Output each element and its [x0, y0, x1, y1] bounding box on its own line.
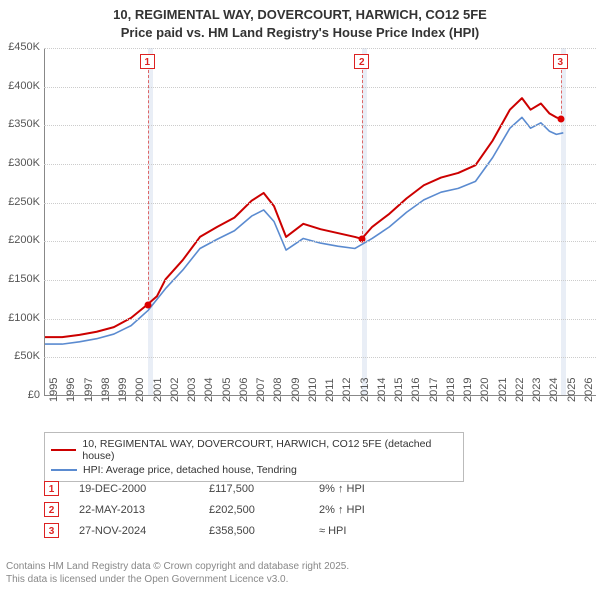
sale-row-delta: ≈ HPI [319, 525, 439, 537]
x-tick-label: 2026 [583, 378, 600, 402]
sale-marker-line [561, 70, 562, 119]
y-tick-label: £150K [0, 273, 40, 285]
gridline-h [44, 203, 596, 204]
y-tick-label: £350K [0, 118, 40, 130]
sale-row-price: £358,500 [209, 525, 299, 537]
sale-row-marker: 1 [44, 481, 59, 496]
y-tick-label: £0 [0, 389, 40, 401]
series-line [45, 98, 563, 337]
legend-swatch [51, 449, 76, 451]
legend-label: HPI: Average price, detached house, Tend… [83, 464, 297, 476]
gridline-h [44, 280, 596, 281]
footer-line-1: Contains HM Land Registry data © Crown c… [6, 560, 349, 573]
legend-swatch [51, 469, 77, 471]
title-block: 10, REGIMENTAL WAY, DOVERCOURT, HARWICH,… [0, 0, 600, 43]
title-line-1: 10, REGIMENTAL WAY, DOVERCOURT, HARWICH,… [0, 6, 600, 24]
footer-attribution: Contains HM Land Registry data © Crown c… [6, 560, 349, 586]
chart-container: 10, REGIMENTAL WAY, DOVERCOURT, HARWICH,… [0, 0, 600, 590]
sale-row-price: £202,500 [209, 504, 299, 516]
y-tick-label: £250K [0, 196, 40, 208]
y-tick-label: £50K [0, 350, 40, 362]
gridline-h [44, 319, 596, 320]
sale-row-date: 19-DEC-2000 [79, 483, 189, 495]
sale-marker-dot [557, 115, 564, 122]
sale-marker-box: 3 [553, 54, 568, 69]
sale-row-price: £117,500 [209, 483, 299, 495]
plot-region: 1 2 3 [44, 48, 596, 396]
sale-row-marker: 2 [44, 502, 59, 517]
sale-row: 2 22-MAY-2013 £202,500 2% ↑ HPI [44, 499, 564, 520]
gridline-h [44, 87, 596, 88]
title-line-2: Price paid vs. HM Land Registry's House … [0, 24, 600, 42]
sale-marker-line [362, 70, 363, 239]
sale-marker-box: 1 [140, 54, 155, 69]
sale-marker-box: 2 [354, 54, 369, 69]
sale-row-delta: 2% ↑ HPI [319, 504, 439, 516]
y-tick-label: £100K [0, 312, 40, 324]
sale-marker-dot [144, 302, 151, 309]
legend-label: 10, REGIMENTAL WAY, DOVERCOURT, HARWICH,… [82, 438, 457, 462]
y-tick-label: £200K [0, 234, 40, 246]
legend-item: HPI: Average price, detached house, Tend… [51, 463, 457, 477]
y-tick-label: £300K [0, 157, 40, 169]
line-canvas [45, 48, 596, 395]
gridline-h [44, 48, 596, 49]
legend-item: 10, REGIMENTAL WAY, DOVERCOURT, HARWICH,… [51, 437, 457, 463]
gridline-h [44, 164, 596, 165]
gridline-h [44, 241, 596, 242]
footer-line-2: This data is licensed under the Open Gov… [6, 573, 349, 586]
y-tick-label: £400K [0, 80, 40, 92]
gridline-h [44, 357, 596, 358]
sale-row-date: 22-MAY-2013 [79, 504, 189, 516]
sale-row: 1 19-DEC-2000 £117,500 9% ↑ HPI [44, 478, 564, 499]
sale-row-marker: 3 [44, 523, 59, 538]
chart-area: £0 £50K £100K £150K £200K £250K £300K £350K £400… [0, 44, 600, 424]
gridline-h [44, 125, 596, 126]
sale-row: 3 27-NOV-2024 £358,500 ≈ HPI [44, 520, 564, 541]
legend-box: 10, REGIMENTAL WAY, DOVERCOURT, HARWICH,… [44, 432, 464, 482]
sale-marker-line [148, 70, 149, 305]
sale-row-date: 27-NOV-2024 [79, 525, 189, 537]
y-tick-label: £450K [0, 41, 40, 53]
sales-table: 1 19-DEC-2000 £117,500 9% ↑ HPI 2 22-MAY-2013… [44, 478, 564, 541]
sale-row-delta: 9% ↑ HPI [319, 483, 439, 495]
